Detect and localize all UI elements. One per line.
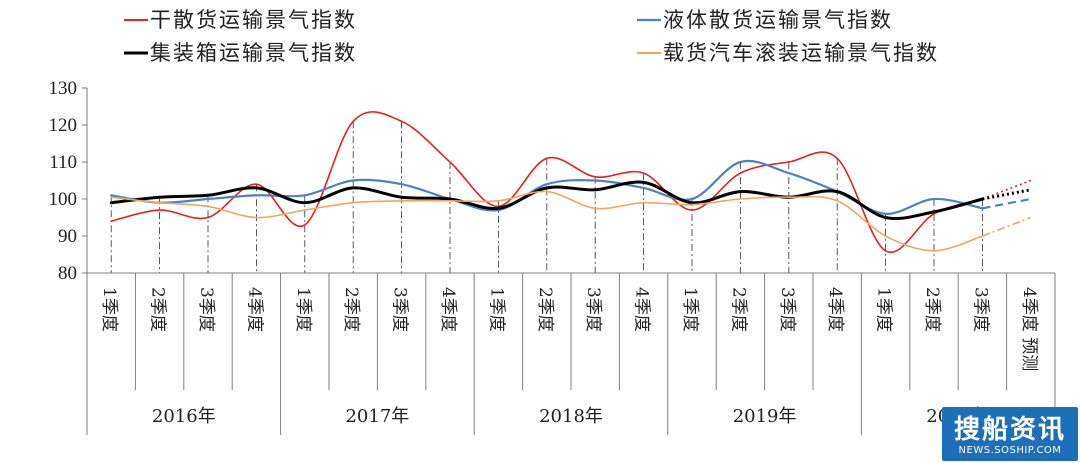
x-category-label: 2季度 (148, 287, 168, 332)
series-forecast-line (982, 197, 1032, 210)
series-lines (109, 111, 1032, 254)
y-axis: 80 90 100 110 120 130 (49, 78, 88, 284)
x-axis: 1季度 2季度 3季度 4季度 1季度 2季度 3季度 4季度 1季度 2季度 3季度 4季度 1季度 2… (86, 272, 1056, 435)
x-category-label: 2季度 (728, 287, 748, 332)
x-category-label: 1季度 (99, 287, 119, 332)
x-category-label: 1季度 (680, 287, 700, 332)
x-category-label: 1季度 (293, 287, 313, 332)
x-category-label: 4季度 (244, 287, 264, 332)
y-tick-label: 120 (49, 115, 78, 136)
soship-watermark-logo: 搜船资讯 NEWS.SOSHIP.COM (942, 407, 1078, 461)
series-forecast-line (982, 188, 1032, 201)
x-year-label: 2016年 (152, 406, 216, 427)
x-category-label: 4季度 预测 (1019, 287, 1039, 371)
x-category-label: 2季度 (535, 287, 555, 332)
x-year-label: 2018年 (539, 406, 603, 427)
series-line (109, 180, 984, 220)
x-category-label: 3季度 (196, 287, 216, 332)
series-forecast-line (982, 179, 1032, 200)
series-line (110, 190, 984, 252)
legend-label: 液体散货运输景气指数 (663, 8, 893, 32)
x-category-label: 4季度 (632, 287, 652, 332)
x-category-label: 1季度 (874, 287, 894, 332)
x-category-label: 4季度 (438, 287, 458, 332)
y-tick-label: 110 (49, 152, 77, 173)
legend-label: 载货汽车滚装运输景气指数 (663, 41, 939, 65)
x-category-label: 2季度 (922, 287, 942, 332)
x-year-label: 2019年 (733, 406, 797, 427)
x-category-label: 3季度 (583, 287, 603, 332)
legend-label: 集装箱运输景气指数 (150, 41, 357, 65)
y-tick-label: 130 (49, 78, 78, 99)
watermark-main-text: 搜船资讯 (953, 415, 1066, 445)
series-line (110, 111, 984, 254)
series-forecast-line (982, 216, 1032, 237)
x-category-label: 3季度 (970, 287, 990, 332)
x-category-label: 3季度 (777, 287, 797, 332)
x-category-label: 2季度 (341, 287, 361, 332)
watermark-sub-text: NEWS.SOSHIP.COM (958, 445, 1062, 456)
legend-label: 干散货运输景气指数 (150, 8, 357, 32)
quarter-guide-lines (110, 121, 983, 273)
x-category-label: 1季度 (486, 287, 506, 332)
y-tick-label: 90 (58, 226, 77, 247)
x-category-label: 3季度 (390, 287, 410, 332)
y-tick-label: 100 (49, 189, 78, 210)
y-tick-label: 80 (58, 263, 77, 284)
x-year-label: 2017年 (345, 406, 409, 427)
x-category-label: 4季度 (825, 287, 845, 332)
